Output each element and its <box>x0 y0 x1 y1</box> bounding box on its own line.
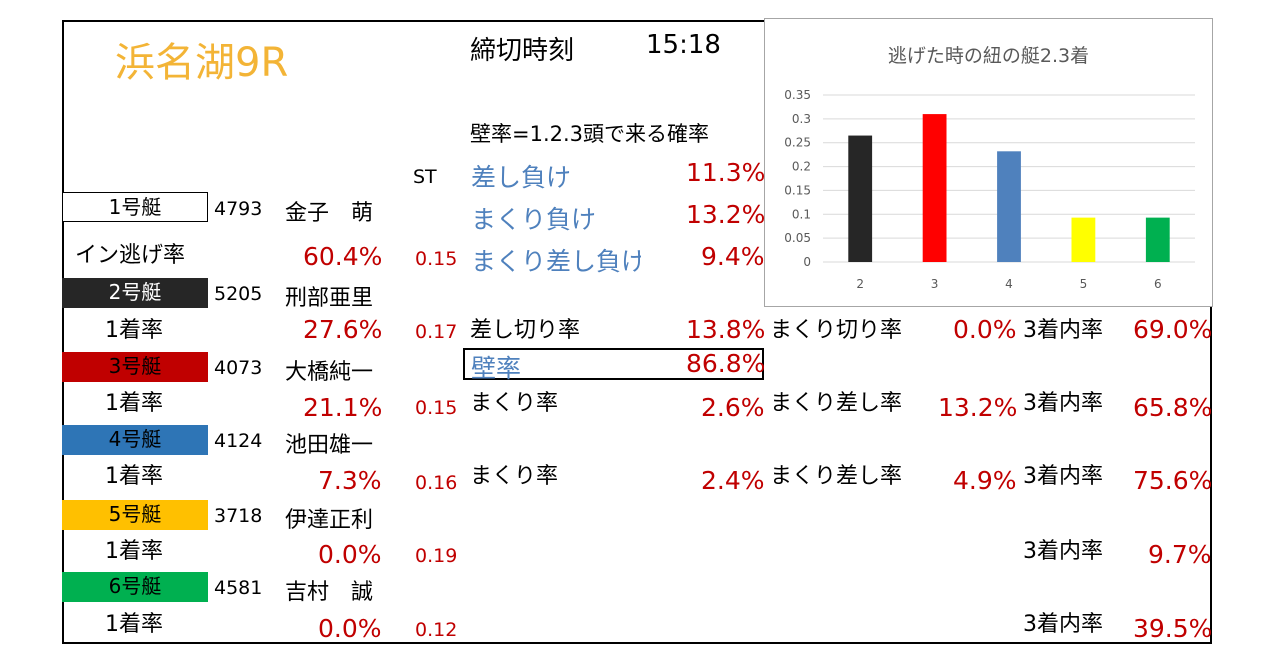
boat-6-st: 0.12 <box>415 619 458 641</box>
boat-2-top3-label: 3着内率 <box>1023 318 1103 343</box>
bar-chart: 0 0.05 0.1 0.15 0.2 0.25 0.3 0.35 2 3 4 5 6 <box>784 88 1195 291</box>
y-tick-label: 0.1 <box>792 207 811 221</box>
deadline-time: 15:18 <box>646 30 721 60</box>
boat-2-racer: 刑部亜里 <box>285 286 374 311</box>
chart-panel: 逃げた時の紐の艇2.3着 0 0.05 0.1 0.15 0.2 0.25 0.3 0.35 2… <box>764 18 1213 307</box>
boat-6-stat-label: 1着率 <box>105 612 163 637</box>
boat-2-stat-label: 1着率 <box>105 318 163 343</box>
x-tick-label: 6 <box>1154 277 1162 291</box>
makurikiri-value: 0.0% <box>953 315 1017 344</box>
boat-4-makurisashi-value: 4.9% <box>953 466 1017 495</box>
boat-3-stat-label: 1着率 <box>105 391 163 416</box>
y-tick-label: 0.15 <box>784 183 811 197</box>
boat-5-top3-label: 3着内率 <box>1023 539 1103 564</box>
boat-3-top3-label: 3着内率 <box>1023 391 1103 416</box>
wall-rate-heading: 壁率=1.2.3頭で来る確率 <box>470 122 710 146</box>
boat-3-makurisashi-value: 13.2% <box>938 393 1018 422</box>
x-tick-label: 4 <box>1005 277 1013 291</box>
boat-4-top3-label: 3着内率 <box>1023 464 1103 489</box>
boat-1-stat-value: 60.4% <box>303 242 383 271</box>
sashikiri-value: 13.8% <box>686 315 766 344</box>
boat-3-st: 0.15 <box>415 397 458 419</box>
boat-4-stat-label: 1着率 <box>105 464 163 489</box>
boat-5-racer: 伊達正利 <box>285 508 374 533</box>
boat-3-top3-value: 65.8% <box>1133 393 1213 422</box>
makuri-sashi-make-value: 9.4% <box>701 242 765 271</box>
boat-6-racer: 吉村 誠 <box>285 580 374 605</box>
race-title: 浜名湖9R <box>115 40 289 86</box>
boat-6-stat-value: 0.0% <box>318 614 382 643</box>
y-tick-label: 0.2 <box>792 160 811 174</box>
boat-4-stat-value: 7.3% <box>318 466 382 495</box>
boat-3-racer: 大橋純一 <box>285 360 374 385</box>
boat-1-stat-label: イン逃げ率 <box>75 243 186 268</box>
boat-3-number: 4073 <box>214 357 263 379</box>
boat-6-badge: 6号艇 <box>62 572 208 602</box>
race-sheet <box>62 20 1212 644</box>
boat-5-stat-value: 0.0% <box>318 540 382 569</box>
boat-3-makurisashi-label: まくり差し率 <box>770 391 903 416</box>
boat-5-number: 3718 <box>214 505 263 527</box>
boat-2-stat-value: 27.6% <box>303 315 383 344</box>
deadline-label: 締切時刻 <box>470 36 575 66</box>
boat-5-st: 0.19 <box>415 545 458 567</box>
makuri-make-label: まくり負け <box>471 205 597 234</box>
boat-4-st: 0.16 <box>415 472 458 494</box>
boat-4-makuri-label: まくり率 <box>470 464 559 489</box>
boat-4-racer: 池田雄一 <box>285 433 374 458</box>
wall-rate-label: 壁率 <box>471 354 522 383</box>
y-tick-label: 0.3 <box>792 112 811 126</box>
chart-title: 逃げた時の紐の艇2.3着 <box>887 45 1090 67</box>
boat-5-top3-value: 9.7% <box>1148 540 1212 569</box>
boat-4-badge: 4号艇 <box>62 425 208 455</box>
boat-6-top3-value: 39.5% <box>1133 614 1213 643</box>
boat-3-makuri-value: 2.6% <box>701 393 765 422</box>
bar <box>1145 217 1170 262</box>
makurikiri-label: まくり切り率 <box>770 318 903 343</box>
boat-4-number: 4124 <box>214 430 263 452</box>
boat-1-racer: 金子 萌 <box>285 201 374 226</box>
bar <box>997 151 1021 262</box>
boat-1-badge: 1号艇 <box>62 192 208 222</box>
y-tick-label: 0.25 <box>784 136 811 150</box>
makuri-make-value: 13.2% <box>686 200 766 229</box>
boat-5-stat-label: 1着率 <box>105 539 163 564</box>
boat-2-number: 5205 <box>214 283 263 305</box>
boat-3-makuri-label: まくり率 <box>470 391 559 416</box>
boat-2-top3-value: 69.0% <box>1133 315 1213 344</box>
wall-rate-value: 86.8% <box>686 349 766 378</box>
bar <box>1071 217 1096 262</box>
boat-2-badge: 2号艇 <box>62 278 208 308</box>
sashi-make-value: 11.3% <box>686 158 766 187</box>
x-tick-label: 2 <box>856 277 864 291</box>
boat-4-makuri-value: 2.4% <box>701 466 765 495</box>
boat-6-number: 4581 <box>214 577 263 599</box>
makuri-sashi-make-label: まくり差し負け <box>471 247 641 276</box>
sashi-make-label: 差し負け <box>471 163 572 192</box>
boat-3-badge: 3号艇 <box>62 352 208 382</box>
boat-4-top3-value: 75.6% <box>1133 466 1213 495</box>
boat-1-number: 4793 <box>214 198 263 220</box>
boat-6-top3-label: 3着内率 <box>1023 612 1103 637</box>
sashikiri-label: 差し切り率 <box>470 318 581 343</box>
y-tick-label: 0.05 <box>784 231 811 245</box>
boat-2-st: 0.17 <box>415 321 458 343</box>
bar <box>922 114 947 262</box>
x-tick-label: 5 <box>1080 277 1088 291</box>
x-tick-label: 3 <box>931 277 939 291</box>
boat-1-st: 0.15 <box>415 248 458 270</box>
bar <box>848 135 873 262</box>
boat-4-makurisashi-label: まくり差し率 <box>770 464 903 489</box>
st-label: ST <box>413 166 437 188</box>
y-tick-label: 0.35 <box>784 88 811 102</box>
boat-3-stat-value: 21.1% <box>303 393 383 422</box>
boat-5-badge: 5号艇 <box>62 500 208 530</box>
y-tick-label: 0 <box>803 255 811 269</box>
wall-rate-box <box>463 348 764 380</box>
